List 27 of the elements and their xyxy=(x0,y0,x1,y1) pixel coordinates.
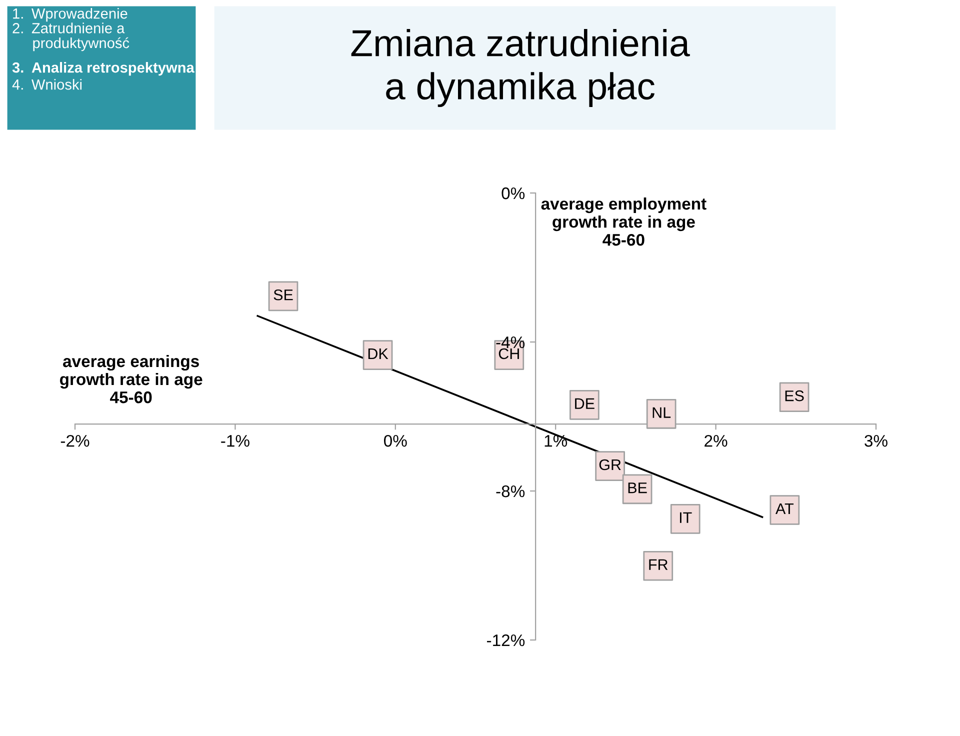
annotation: ES xyxy=(785,390,804,402)
x-tick-label: 0% xyxy=(384,434,407,447)
annotation: SE xyxy=(274,289,293,300)
annotation: GR xyxy=(599,459,621,470)
x-tick-label: 2% xyxy=(704,434,728,447)
y-tick-label: -12% xyxy=(486,634,525,646)
annotation: CH xyxy=(498,348,519,360)
chart-title: Zmiana zatrudnienia a dynamika płac xyxy=(351,28,690,108)
y-tick-label: -8% xyxy=(496,485,525,498)
annotation: IT xyxy=(680,512,692,523)
x-axis-title: average earnings growth rate in age 45-60 xyxy=(60,354,202,404)
annotation: DE xyxy=(575,398,594,409)
x-tick-label: -2% xyxy=(60,434,90,447)
text: 1. Wprowadzenie 2. Zatrudnienie a produktywność xyxy=(12,8,130,52)
annotation: FR xyxy=(649,559,668,570)
text: 3. Analiza retrospektywna xyxy=(12,62,194,76)
y-tick-label: -4% xyxy=(496,336,525,348)
x-tick-label: -1% xyxy=(221,435,250,447)
y-axis-title: average employment growth rate in age 45-60 xyxy=(541,197,706,246)
text: 4. Wnioski xyxy=(12,79,82,90)
annotation: DK xyxy=(368,348,388,359)
y-tick-label: 0% xyxy=(502,187,525,200)
x-tick-label: 3% xyxy=(864,434,888,447)
annotation: AT xyxy=(776,503,794,514)
x-tick-label: 1% xyxy=(544,435,568,447)
annotation: NL xyxy=(652,407,671,418)
annotation: BE xyxy=(628,482,647,494)
